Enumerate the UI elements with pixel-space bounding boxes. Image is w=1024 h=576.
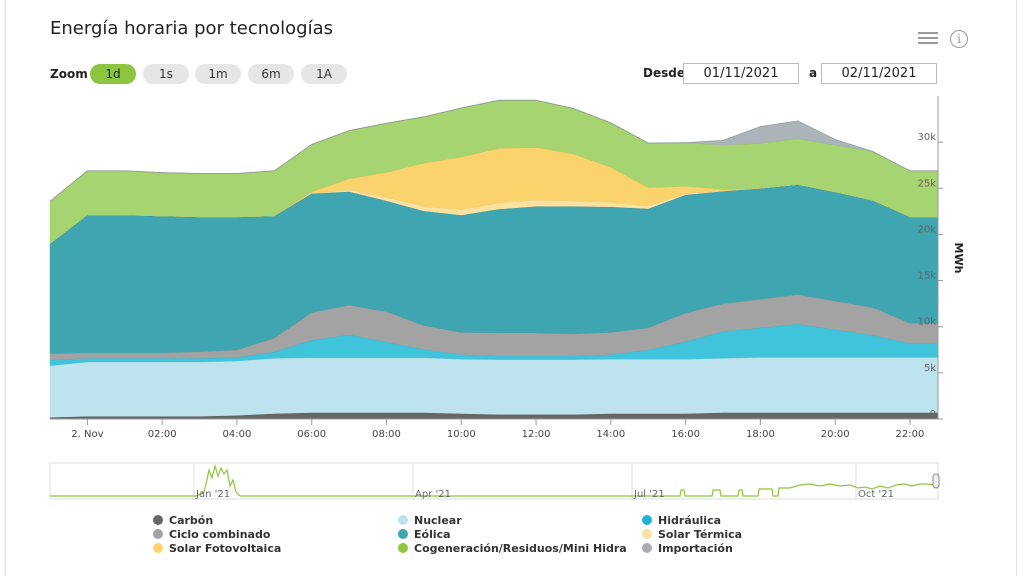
zoom-button-1a[interactable]: 1A — [301, 64, 347, 84]
navigator-label-jul: Jul '21 — [633, 489, 665, 500]
zoom-button-1m[interactable]: 1m — [195, 64, 241, 84]
legend-dot — [153, 515, 163, 525]
legend-dot — [153, 529, 163, 539]
x-axis-ticks: 2. Nov 02:00 04:00 06:00 08:00 10:00 12:00 14:0… — [71, 419, 924, 440]
navigator-frame — [49, 462, 939, 500]
legend-item-hidraulica[interactable]: Hidráulica — [642, 514, 721, 527]
legend-dot — [398, 515, 408, 525]
legend-item-nuclear[interactable]: Nuclear — [398, 514, 462, 527]
legend-item-eolica[interactable]: Eólica — [398, 528, 451, 541]
area-series-group — [49, 99, 939, 420]
navigator-handle[interactable] — [932, 473, 940, 489]
x-tick-label: 18:00 — [746, 429, 775, 440]
area-series-8[interactable] — [49, 99, 938, 202]
y-tick-label: 10k — [917, 317, 936, 328]
legend-dot — [642, 515, 652, 525]
legend-dot — [398, 543, 408, 553]
frame-left-line — [5, 0, 6, 576]
legend-item-importacion[interactable]: Importación — [642, 542, 733, 555]
area-series-edge-8 — [49, 99, 938, 202]
date-to-input[interactable] — [821, 63, 937, 84]
legend-dot — [642, 543, 652, 553]
x-tick-label: 14:00 — [596, 429, 625, 440]
y-tick-label: 0 — [930, 409, 936, 420]
info-icon[interactable]: i — [950, 30, 968, 48]
navigator-series-line — [50, 463, 939, 497]
legend-item-ciclo-combinado[interactable]: Ciclo combinado — [153, 528, 270, 541]
legend-item-cogeneracion[interactable]: Cogeneración/Residuos/Mini Hidra — [398, 542, 627, 555]
area-series-1[interactable] — [49, 356, 939, 418]
chart-title: Energía horaria por tecnologías — [50, 18, 333, 39]
legend-dot — [153, 543, 163, 553]
zoom-button-1s[interactable]: 1s — [143, 64, 189, 84]
y-tick-label: 30k — [917, 132, 936, 143]
legend-dot — [398, 529, 408, 539]
navigator[interactable]: Jan '21 Apr '21 Jul '21 Oct '21 — [49, 462, 940, 500]
date-to-label: a — [809, 66, 818, 80]
navigator-label-apr: Apr '21 — [415, 489, 451, 500]
legend-dot — [642, 529, 652, 539]
y-tick-label: 25k — [917, 178, 936, 189]
x-tick-label: 20:00 — [821, 429, 850, 440]
legend-item-solar-fotovoltaica[interactable]: Solar Fotovoltaica — [153, 542, 281, 555]
zoom-label: Zoom — [50, 67, 88, 81]
frame-right-line — [1016, 0, 1017, 576]
legend-item-solar-termica[interactable]: Solar Térmica — [642, 528, 742, 541]
navigator-label-jan: Jan '21 — [195, 489, 230, 500]
x-tick-label: 06:00 — [297, 429, 326, 440]
x-tick-label: 08:00 — [372, 429, 401, 440]
x-tick-label: 12:00 — [522, 429, 551, 440]
date-from-label: Desde — [643, 66, 685, 80]
y-axis-ticks: 0 5k 10k 15k 20k 25k 30k — [917, 132, 943, 420]
x-tick-label: 22:00 — [896, 429, 925, 440]
y-axis-label: MWh — [952, 243, 965, 274]
x-tick-label: 2. Nov — [71, 429, 103, 440]
y-tick-label: 5k — [924, 363, 936, 374]
x-tick-label: 16:00 — [671, 429, 700, 440]
y-tick-label: 20k — [917, 224, 936, 235]
navigator-label-oct: Oct '21 — [858, 489, 894, 500]
x-tick-label: 10:00 — [447, 429, 476, 440]
legend-item-carbon[interactable]: Carbón — [153, 514, 213, 527]
hamburger-menu-icon[interactable] — [918, 32, 938, 46]
x-tick-label: 04:00 — [223, 429, 252, 440]
date-from-input[interactable] — [683, 63, 799, 84]
y-tick-label: 15k — [917, 271, 936, 282]
zoom-button-1d[interactable]: 1d — [90, 64, 136, 84]
x-tick-label: 02:00 — [148, 429, 177, 440]
zoom-button-6m[interactable]: 6m — [248, 64, 294, 84]
